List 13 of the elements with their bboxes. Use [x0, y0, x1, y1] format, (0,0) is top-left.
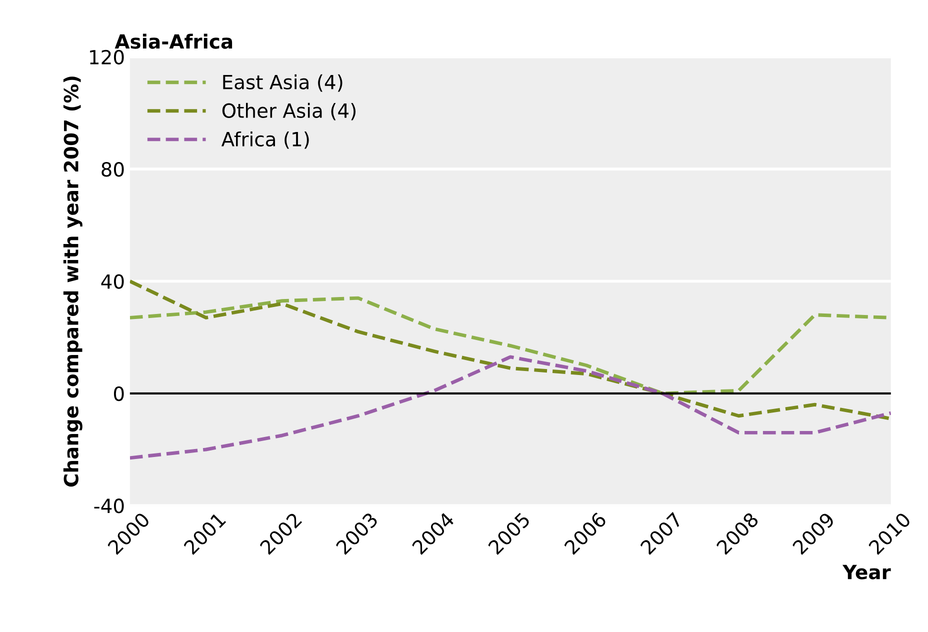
y-axis-title: Change compared with year 2007 (%)	[63, 76, 82, 487]
legend-label: East Asia (4)	[223, 74, 342, 92]
y-tick-label: 80	[102, 162, 124, 177]
y-tick-label: 120	[90, 50, 124, 65]
line-series	[130, 280, 891, 420]
x-axis-title: Year	[842, 564, 891, 580]
legend-label: Other Asia (4)	[222, 102, 356, 120]
y-tick-label: 40	[101, 274, 124, 289]
chart-title: Asia-Africa	[114, 34, 232, 49]
line-series	[130, 355, 891, 460]
y-tick-label: 0	[114, 386, 124, 402]
legend-label: Africa (1)	[221, 131, 309, 149]
y-tick-label: -40	[94, 498, 124, 514]
